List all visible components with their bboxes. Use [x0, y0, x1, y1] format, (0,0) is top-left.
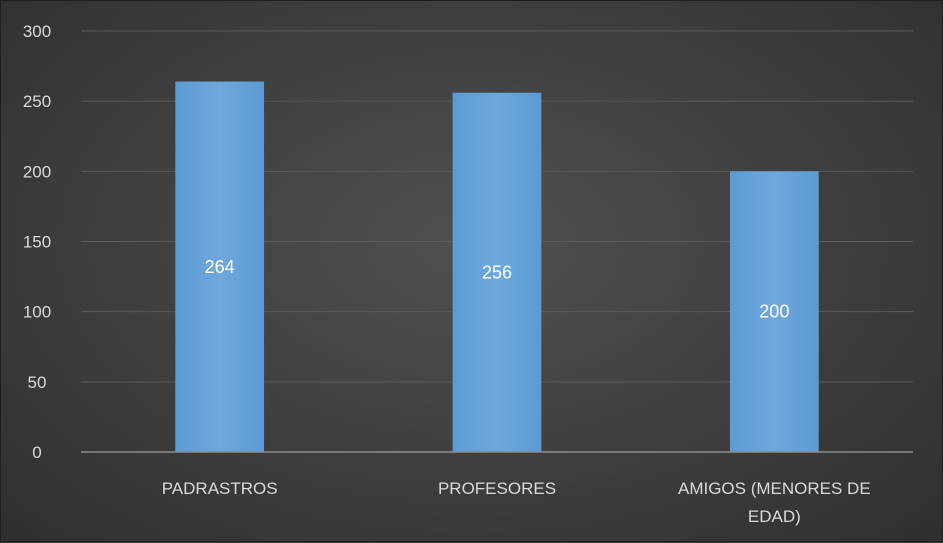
category-label-1-line-0: PROFESORES: [438, 479, 556, 498]
y-tick-label-100: 100: [23, 303, 51, 322]
category-label-2-line-0: AMIGOS (MENORES DE: [678, 479, 871, 498]
data-label-2: 200: [759, 302, 789, 322]
x-axis-categories: PADRASTROS PROFESORES AMIGOS (MENORES DE ED…: [162, 479, 871, 526]
data-label-0: 264: [205, 257, 235, 277]
bar-2: [729, 171, 819, 453]
category-label-2-line-1: EDAD): [748, 507, 801, 526]
y-tick-label-300: 300: [23, 22, 51, 41]
y-tick-label-0: 0: [32, 443, 41, 462]
category-label-0-line-0: PADRASTROS: [162, 479, 278, 498]
data-labels: 264 256 200: [205, 257, 790, 322]
bars: [175, 81, 819, 453]
bar-0: [175, 81, 265, 453]
y-tick-label-150: 150: [23, 233, 51, 252]
bar-1: [452, 92, 542, 452]
y-axis-ticks: 0 50 100 150 200 250 300: [23, 22, 51, 462]
y-tick-label-50: 50: [28, 373, 47, 392]
y-tick-label-250: 250: [23, 92, 51, 111]
y-tick-label-200: 200: [23, 162, 51, 181]
data-label-1: 256: [482, 262, 512, 282]
